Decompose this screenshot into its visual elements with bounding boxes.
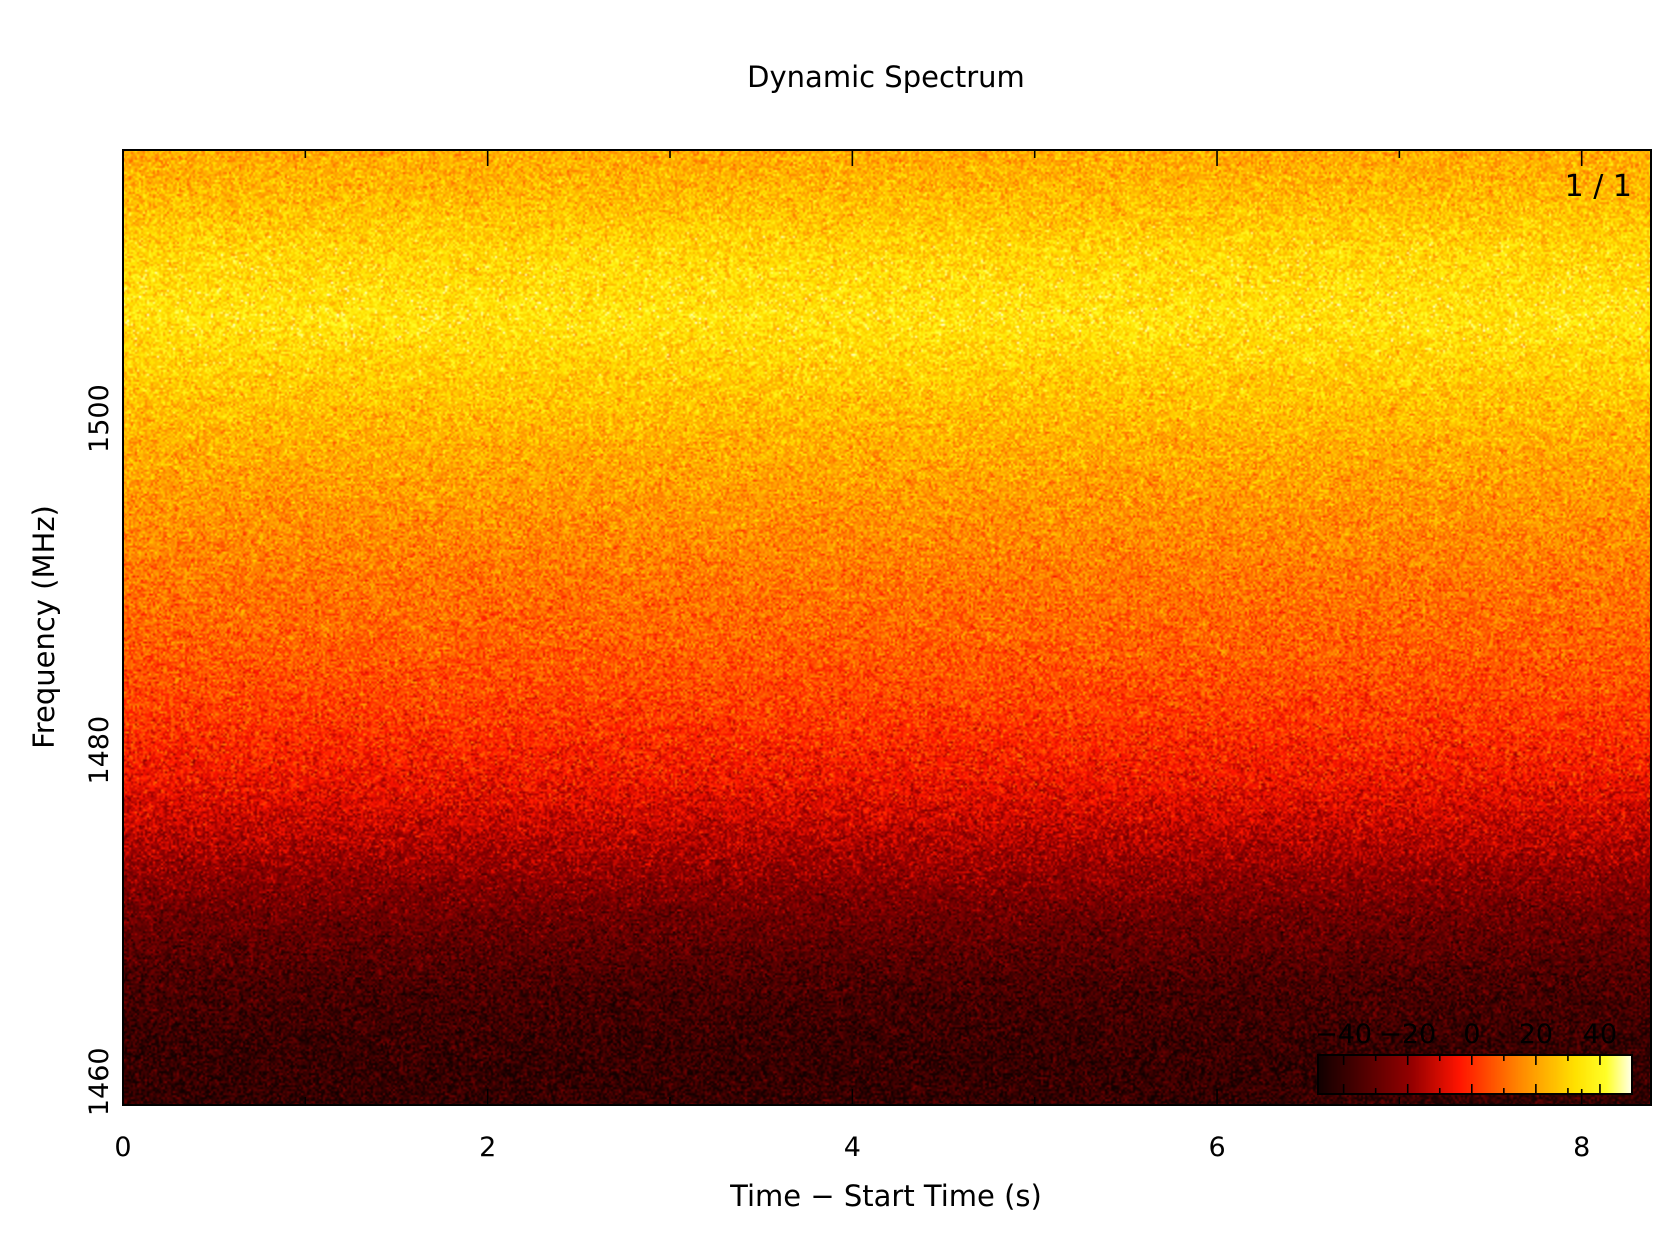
spectrogram-heatmap	[123, 150, 1651, 1105]
colorbar-frame	[1317, 1054, 1633, 1095]
y-tick-label: 1480	[84, 716, 115, 785]
y-axis-label: Frequency (MHz)	[27, 505, 61, 749]
y-tick-label: 1500	[84, 384, 115, 453]
colorbar-tick-label: 20	[1519, 1019, 1553, 1050]
x-tick-label: 2	[479, 1132, 496, 1163]
colorbar-tick-label: −40	[1315, 1019, 1372, 1050]
x-tick-label: 8	[1573, 1132, 1590, 1163]
chart-title: Dynamic Spectrum	[747, 60, 1025, 94]
colorbar-tick-label: 40	[1583, 1019, 1617, 1050]
x-tick-label: 6	[1208, 1132, 1225, 1163]
axis-ticks	[122, 150, 1583, 1105]
x-tick-label: 0	[114, 1132, 131, 1163]
x-tick-labels: 0 2 4 6 8	[114, 1132, 1590, 1163]
y-tick-label: 1460	[84, 1047, 115, 1116]
x-axis-label: Time − Start Time (s)	[729, 1179, 1042, 1213]
colorbar-legend: −40 −20 0 20 40	[1315, 1019, 1633, 1095]
plot-frame	[122, 149, 1652, 1106]
colorbar-gradient	[1318, 1055, 1632, 1094]
colorbar-tick-label: 0	[1463, 1019, 1480, 1050]
x-tick-label: 4	[844, 1132, 861, 1163]
y-tick-labels: 1460 1480 1500	[84, 384, 115, 1116]
colorbar-tick-label: −20	[1379, 1019, 1436, 1050]
panel-label: 1 / 1	[1565, 169, 1632, 204]
